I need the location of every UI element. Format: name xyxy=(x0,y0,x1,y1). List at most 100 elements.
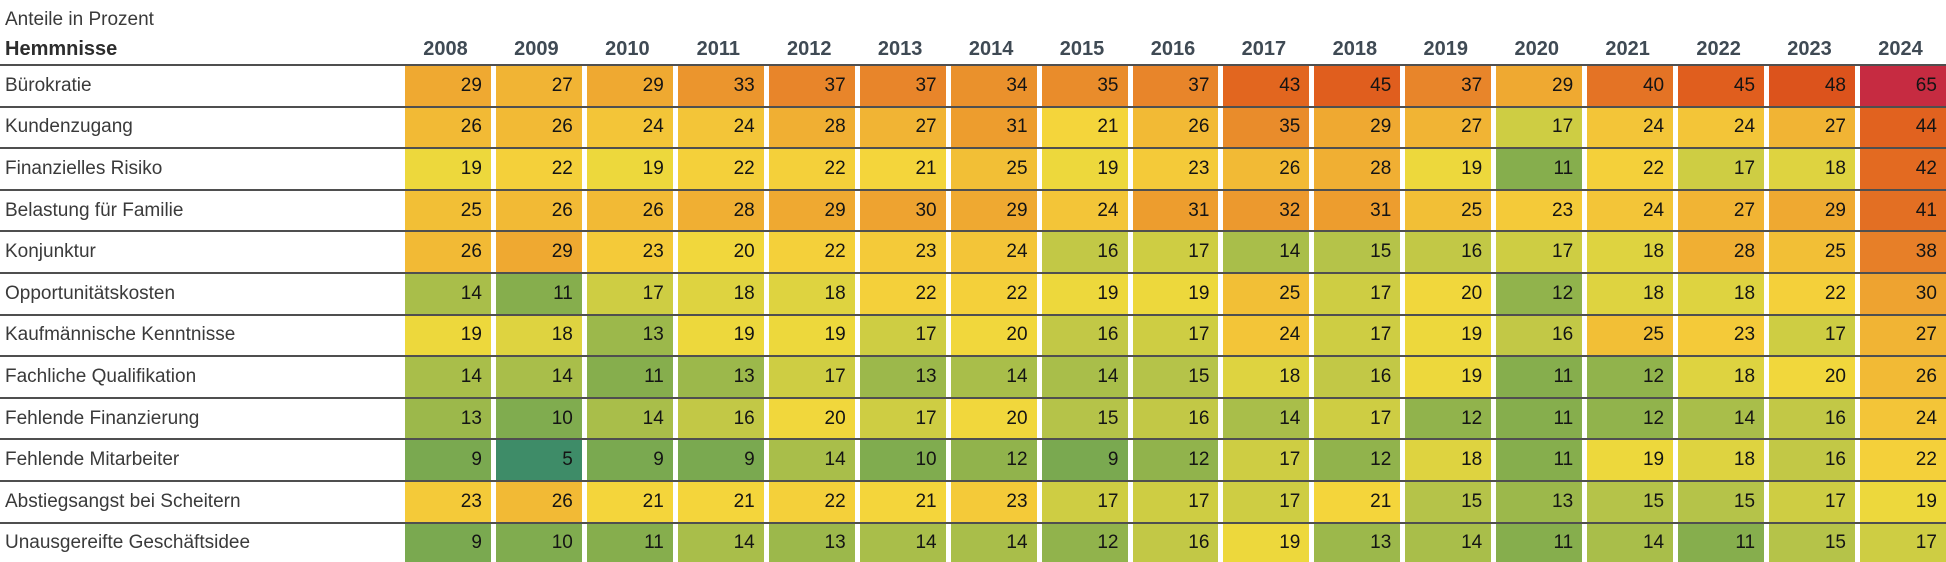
heatmap-cell: 26 xyxy=(1132,107,1219,148)
heatmap-cell: 16 xyxy=(1405,232,1492,272)
heatmap-cell: 22 xyxy=(1587,149,1674,189)
heatmap-cell: 17 xyxy=(859,398,946,439)
row-label: Finanzielles Risiko xyxy=(5,157,163,179)
row-label: Konjunktur xyxy=(5,241,96,263)
heatmap-cell: 26 xyxy=(495,190,582,231)
heatmap-cell: 29 xyxy=(1769,190,1855,231)
heatmap-cell: 14 xyxy=(950,357,1037,397)
heatmap-cell: 31 xyxy=(1132,190,1219,231)
heatmap-cell: 24 xyxy=(586,107,673,148)
heatmap-cell: 13 xyxy=(677,357,764,397)
heatmap-cell: 24 xyxy=(1587,107,1674,148)
heatmap-cell: 18 xyxy=(1678,357,1765,397)
heatmap-cell: 28 xyxy=(768,107,855,148)
heatmap-cell: 16 xyxy=(1132,523,1219,562)
heatmap-cell: 19 xyxy=(1041,273,1128,314)
heatmap-cell: 26 xyxy=(1223,149,1310,189)
heatmap-cell: 21 xyxy=(677,481,764,522)
heatmap-cell: 48 xyxy=(1769,66,1855,106)
heatmap-cell: 20 xyxy=(1405,273,1492,314)
row-label: Opportunitätskosten xyxy=(5,282,176,304)
heatmap-cell: 11 xyxy=(1496,149,1583,189)
heatmap-cell: 18 xyxy=(677,273,764,314)
heatmap-cell: 25 xyxy=(1405,190,1492,231)
heatmap-cell: 17 xyxy=(1132,481,1219,522)
heatmap-cell: 45 xyxy=(1678,66,1765,106)
heatmap-cell: 25 xyxy=(950,149,1037,189)
heatmap-cell: 15 xyxy=(1769,523,1855,562)
heatmap-cell: 22 xyxy=(859,273,946,314)
heatmap-cell: 14 xyxy=(859,523,946,562)
table-row: Fehlende Mitarbeiter 9 5 9 9 14 10 12 9 12 17 12 18 1… xyxy=(0,438,1946,480)
heatmap-cell: 29 xyxy=(586,66,673,106)
heatmap-cell: 19 xyxy=(1405,357,1492,397)
heatmap-cell: 18 xyxy=(1678,273,1765,314)
year-header-2018: 2018 xyxy=(1332,38,1378,60)
heatmap-cell: 14 xyxy=(586,398,673,439)
heatmap-cell: 41 xyxy=(1860,190,1946,231)
heatmap-cell: 14 xyxy=(1405,523,1492,562)
heatmap-cell: 16 xyxy=(1769,398,1855,439)
heatmap-cell: 17 xyxy=(1314,315,1401,356)
heatmap-cell: 27 xyxy=(1860,315,1946,356)
heatmap-cell: 27 xyxy=(1405,107,1492,148)
heatmap-cell: 27 xyxy=(1769,107,1855,148)
heatmap-cell: 28 xyxy=(1314,149,1401,189)
heatmap-cell: 10 xyxy=(495,523,582,562)
heatmap-table: Hemmnisse 2008 2009 2010 2011 2012 2013 2014 20… xyxy=(0,32,1946,562)
heatmap-cell: 19 xyxy=(586,149,673,189)
heatmap-cell: 11 xyxy=(1496,357,1583,397)
heatmap-cell: 14 xyxy=(1587,523,1674,562)
heatmap-cell: 17 xyxy=(1041,481,1128,522)
heatmap-cell: 18 xyxy=(1587,232,1674,272)
heatmap-cell: 26 xyxy=(405,107,491,148)
heatmap-cell: 19 xyxy=(405,315,491,356)
table-row: Konjunktur 26 29 23 20 22 23 24 16 17 14 15 16 17 18 28… xyxy=(0,230,1946,272)
heatmap-cell: 19 xyxy=(1132,273,1219,314)
heatmap-cell: 23 xyxy=(586,232,673,272)
heatmap-cell: 12 xyxy=(1496,273,1583,314)
heatmap-cell: 22 xyxy=(495,149,582,189)
heatmap-cell: 18 xyxy=(1678,440,1765,480)
heatmap-cell: 15 xyxy=(1678,481,1765,522)
heatmap-cell: 19 xyxy=(405,149,491,189)
heatmap-cell: 24 xyxy=(1041,190,1128,231)
heatmap-cell: 14 xyxy=(405,357,491,397)
heatmap-cell: 17 xyxy=(1769,481,1855,522)
heatmap-cell: 13 xyxy=(768,523,855,562)
heatmap-cell: 10 xyxy=(495,398,582,439)
table-row: Bürokratie 29 27 29 33 37 37 34 35 37 43 45 37 29 40 45… xyxy=(0,64,1946,106)
heatmap-cell: 24 xyxy=(1587,190,1674,231)
heatmap-cell: 18 xyxy=(1405,440,1492,480)
row-label: Abstiegsangst bei Scheitern xyxy=(5,490,241,512)
heatmap-cell: 26 xyxy=(405,232,491,272)
heatmap-cell: 26 xyxy=(1860,357,1946,397)
heatmap-cell: 27 xyxy=(859,107,946,148)
heatmap-cell: 23 xyxy=(1496,190,1583,231)
heatmap-cell: 16 xyxy=(1041,232,1128,272)
heatmap-cell: 28 xyxy=(677,190,764,231)
heatmap-cell: 32 xyxy=(1223,190,1310,231)
heatmap-cell: 27 xyxy=(495,66,582,106)
heatmap-cell: 17 xyxy=(1132,232,1219,272)
heatmap-cell: 12 xyxy=(1132,440,1219,480)
heatmap-cell: 23 xyxy=(1678,315,1765,356)
heatmap-cell: 43 xyxy=(1223,66,1310,106)
year-header-2014: 2014 xyxy=(968,38,1014,60)
year-header-2020: 2020 xyxy=(1514,38,1559,60)
heatmap-cell: 18 xyxy=(1223,357,1310,397)
heatmap-cell: 37 xyxy=(859,66,946,106)
heatmap-cell: 13 xyxy=(1496,481,1583,522)
row-header-label: Hemmnisse xyxy=(5,38,118,60)
table-row: Abstiegsangst bei Scheitern 23 26 21 21 22 21 2… xyxy=(0,479,1946,522)
heatmap-cell: 18 xyxy=(1587,273,1674,314)
heatmap-cell: 30 xyxy=(1860,273,1946,314)
heatmap-cell: 34 xyxy=(950,66,1037,106)
table-row: Opportunitätskosten 14 11 17 18 18 22 22 19 19 25 1… xyxy=(0,271,1946,314)
heatmap-cell: 23 xyxy=(950,481,1037,522)
table-row: Belastung für Familie 25 26 26 28 29 30 29 24 31 3… xyxy=(0,188,1946,231)
heatmap-cell: 14 xyxy=(1223,232,1310,272)
heatmap-cell: 65 xyxy=(1860,66,1946,106)
heatmap-cell: 14 xyxy=(1223,398,1310,439)
heatmap-cell: 25 xyxy=(1587,315,1674,356)
